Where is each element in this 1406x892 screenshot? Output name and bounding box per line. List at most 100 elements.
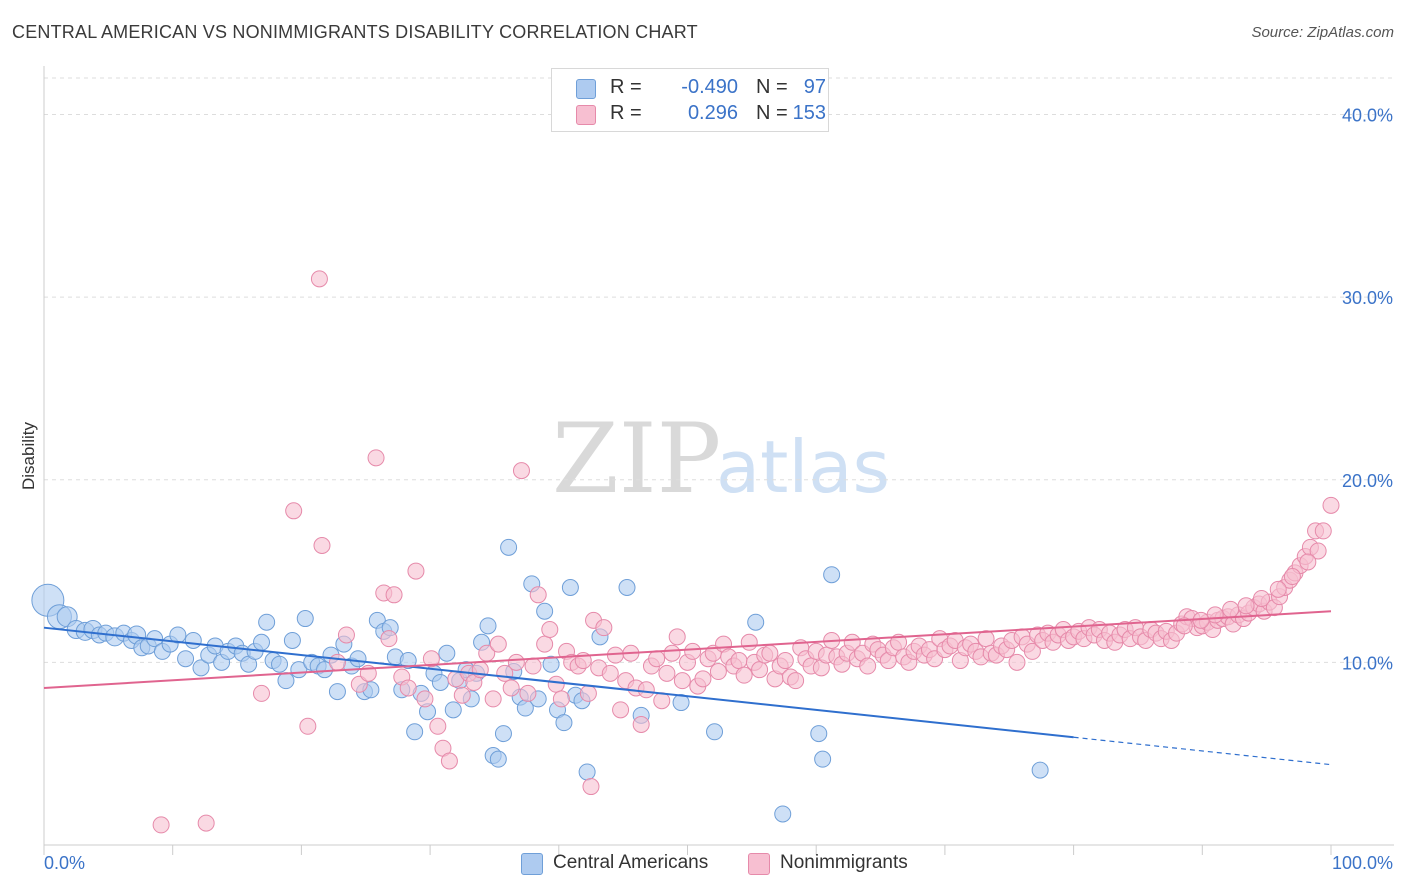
data-point bbox=[502, 679, 520, 697]
data-point bbox=[253, 684, 271, 702]
data-point bbox=[578, 763, 596, 781]
legend-swatch-central-americans bbox=[576, 79, 596, 99]
data-point bbox=[1237, 597, 1255, 615]
data-point bbox=[774, 805, 792, 823]
trend-line-central-americans bbox=[43, 626, 1074, 739]
data-point bbox=[595, 619, 613, 637]
data-point bbox=[709, 663, 727, 681]
data-point bbox=[484, 690, 502, 708]
data-point bbox=[1175, 617, 1193, 635]
data-point bbox=[1314, 522, 1332, 540]
data-point bbox=[500, 538, 518, 556]
legend-label-central-americans: Central Americans bbox=[553, 852, 709, 873]
data-point bbox=[152, 816, 170, 834]
data-point bbox=[547, 675, 565, 693]
data-point bbox=[536, 635, 554, 653]
data-point bbox=[529, 586, 547, 604]
data-point bbox=[253, 633, 271, 651]
watermark-zip: ZIP bbox=[552, 403, 721, 515]
data-point bbox=[653, 692, 671, 710]
data-point bbox=[169, 626, 187, 644]
trend-line-extension bbox=[1073, 736, 1332, 766]
data-point bbox=[367, 449, 385, 467]
legend-r-label: R = bbox=[610, 76, 642, 98]
data-point bbox=[776, 652, 794, 670]
data-point bbox=[751, 661, 769, 679]
legend-swatch-nonimmigrants bbox=[576, 105, 596, 125]
data-point bbox=[271, 655, 289, 673]
legend-n-value: 97 bbox=[803, 76, 826, 98]
data-point bbox=[1299, 553, 1317, 571]
data-point bbox=[1031, 761, 1049, 779]
data-point bbox=[285, 502, 303, 520]
data-point bbox=[350, 675, 368, 693]
data-point bbox=[399, 652, 417, 670]
data-point bbox=[524, 657, 542, 675]
data-point bbox=[489, 750, 507, 768]
legend-label-nonimmigrants: Nonimmigrants bbox=[780, 852, 908, 873]
data-point bbox=[1008, 653, 1026, 671]
data-point bbox=[328, 653, 346, 671]
data-point bbox=[747, 613, 765, 631]
y-tick-label: 30.0% bbox=[1342, 288, 1393, 308]
data-point bbox=[706, 723, 724, 741]
data-point bbox=[1253, 589, 1271, 607]
x-tick-label: 0.0% bbox=[44, 853, 85, 873]
legend-r-label: R = bbox=[610, 102, 642, 124]
data-point bbox=[761, 644, 779, 662]
data-point bbox=[512, 462, 530, 480]
data-point bbox=[494, 725, 512, 743]
data-point bbox=[1222, 600, 1240, 618]
data-point bbox=[184, 631, 202, 649]
y-tick-label: 20.0% bbox=[1342, 471, 1393, 491]
data-point bbox=[555, 714, 573, 732]
data-point bbox=[673, 672, 691, 690]
data-point bbox=[1192, 611, 1210, 629]
trend-line-nonimmigrants bbox=[43, 610, 1332, 689]
data-point bbox=[349, 650, 367, 668]
data-point bbox=[859, 657, 877, 675]
data-point bbox=[310, 270, 328, 288]
data-point bbox=[658, 664, 676, 682]
data-point bbox=[519, 684, 537, 702]
data-point bbox=[429, 717, 447, 735]
data-point bbox=[1206, 606, 1224, 624]
data-point bbox=[648, 650, 666, 668]
data-point bbox=[668, 628, 686, 646]
source-label: Source: ZipAtlas.com bbox=[1251, 24, 1394, 41]
data-point bbox=[479, 617, 497, 635]
data-point bbox=[582, 778, 600, 796]
watermark-atlas: atlas bbox=[716, 425, 890, 509]
data-point bbox=[618, 579, 636, 597]
data-point bbox=[810, 725, 828, 743]
data-point bbox=[416, 690, 434, 708]
data-point bbox=[385, 586, 403, 604]
data-point bbox=[730, 652, 748, 670]
data-point bbox=[1283, 568, 1301, 586]
legend-r-value: -0.490 bbox=[681, 76, 738, 98]
y-axis-label: Disability bbox=[19, 421, 38, 490]
data-point bbox=[337, 626, 355, 644]
data-point bbox=[507, 653, 525, 671]
data-point bbox=[740, 633, 758, 651]
data-point bbox=[612, 701, 630, 719]
data-point bbox=[542, 655, 560, 673]
chart-title: CENTRAL AMERICAN VS NONIMMIGRANTS DISABI… bbox=[12, 22, 698, 42]
data-point bbox=[489, 635, 507, 653]
data-point bbox=[453, 686, 471, 704]
data-point bbox=[1309, 542, 1327, 560]
data-point bbox=[814, 750, 832, 768]
data-point bbox=[399, 679, 417, 697]
data-point bbox=[541, 621, 559, 639]
data-point bbox=[735, 666, 753, 684]
data-point bbox=[787, 672, 805, 690]
legend-swatch-central-americans bbox=[521, 853, 543, 875]
data-point bbox=[823, 566, 841, 584]
legend-swatch-nonimmigrants bbox=[748, 853, 770, 875]
data-point bbox=[694, 670, 712, 688]
data-point bbox=[561, 579, 579, 597]
data-point bbox=[316, 661, 334, 679]
data-point bbox=[277, 672, 295, 690]
legend-r-value: 0.296 bbox=[687, 102, 738, 124]
